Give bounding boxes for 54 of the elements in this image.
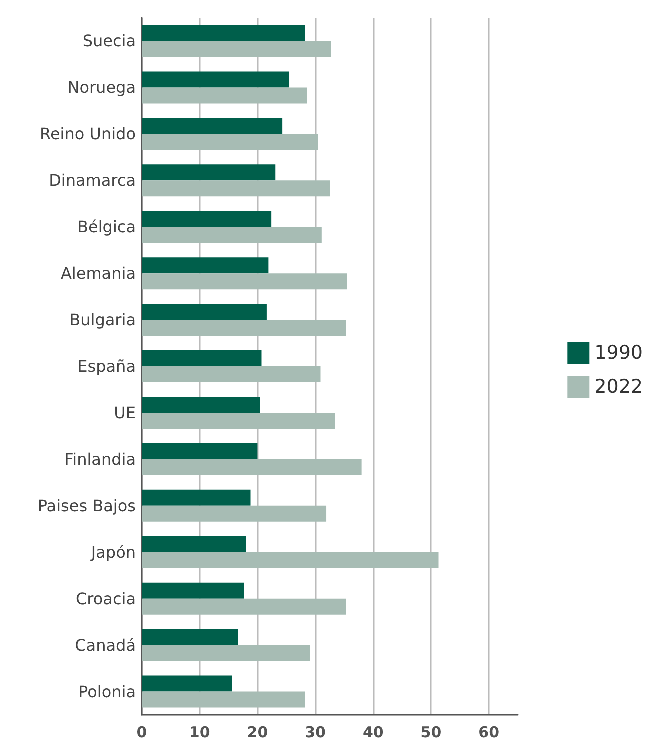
- bar: [142, 366, 321, 382]
- bar: [142, 134, 318, 150]
- bar: [142, 274, 348, 290]
- bar: [142, 396, 260, 413]
- y-tick-label: Reino Unido: [40, 124, 136, 144]
- y-tick-label: Finlandia: [64, 450, 136, 469]
- bar: [142, 598, 346, 615]
- x-tick-label: 0: [136, 724, 148, 740]
- bar: [142, 692, 306, 708]
- bar: [142, 536, 246, 552]
- bar: [142, 629, 238, 646]
- legend-label: 2022: [594, 376, 644, 398]
- bar: [142, 180, 330, 197]
- bar: [142, 506, 327, 522]
- y-tick-label: Canadá: [75, 636, 136, 655]
- bar: [142, 459, 362, 476]
- y-tick-label: Alemania: [60, 264, 136, 284]
- y-tick-label: España: [78, 357, 136, 376]
- x-tick-label: 40: [362, 724, 384, 740]
- y-tick-label: Noruega: [68, 78, 136, 98]
- y-tick-label: Japón: [90, 542, 136, 562]
- x-tick-label: 20: [247, 724, 268, 740]
- bar: [142, 25, 306, 42]
- bar: [142, 320, 346, 336]
- bar: [142, 227, 322, 244]
- y-tick-label: UE: [114, 403, 136, 422]
- x-tick-label: 30: [305, 724, 326, 740]
- bar: [142, 676, 232, 692]
- bar: [142, 88, 308, 104]
- legend-label: 1990: [594, 342, 644, 364]
- y-tick-label: Polonia: [78, 682, 136, 702]
- bar: [142, 72, 290, 88]
- x-tick-label: 10: [189, 724, 210, 740]
- bar: [142, 118, 283, 134]
- y-tick-label: Bulgaria: [70, 310, 136, 330]
- bar: [142, 41, 332, 58]
- bar: [142, 443, 258, 460]
- bar: [142, 211, 272, 228]
- bar: [142, 552, 439, 568]
- y-tick-label: Croacia: [76, 589, 136, 608]
- bar: [142, 490, 251, 506]
- y-tick-label: Bélgica: [78, 218, 136, 237]
- bar: [142, 258, 269, 274]
- y-tick-label: Dinamarca: [49, 171, 136, 190]
- bar: [142, 645, 310, 662]
- x-tick-label: 50: [420, 724, 442, 740]
- bar: [142, 582, 244, 599]
- x-tick-label: 60: [478, 724, 500, 740]
- bar: [142, 412, 336, 429]
- bar: [142, 350, 262, 366]
- y-tick-label: Suecia: [82, 32, 136, 51]
- bar: [142, 164, 276, 181]
- bar: [142, 304, 267, 320]
- y-tick-label: Paises Bajos: [38, 496, 136, 516]
